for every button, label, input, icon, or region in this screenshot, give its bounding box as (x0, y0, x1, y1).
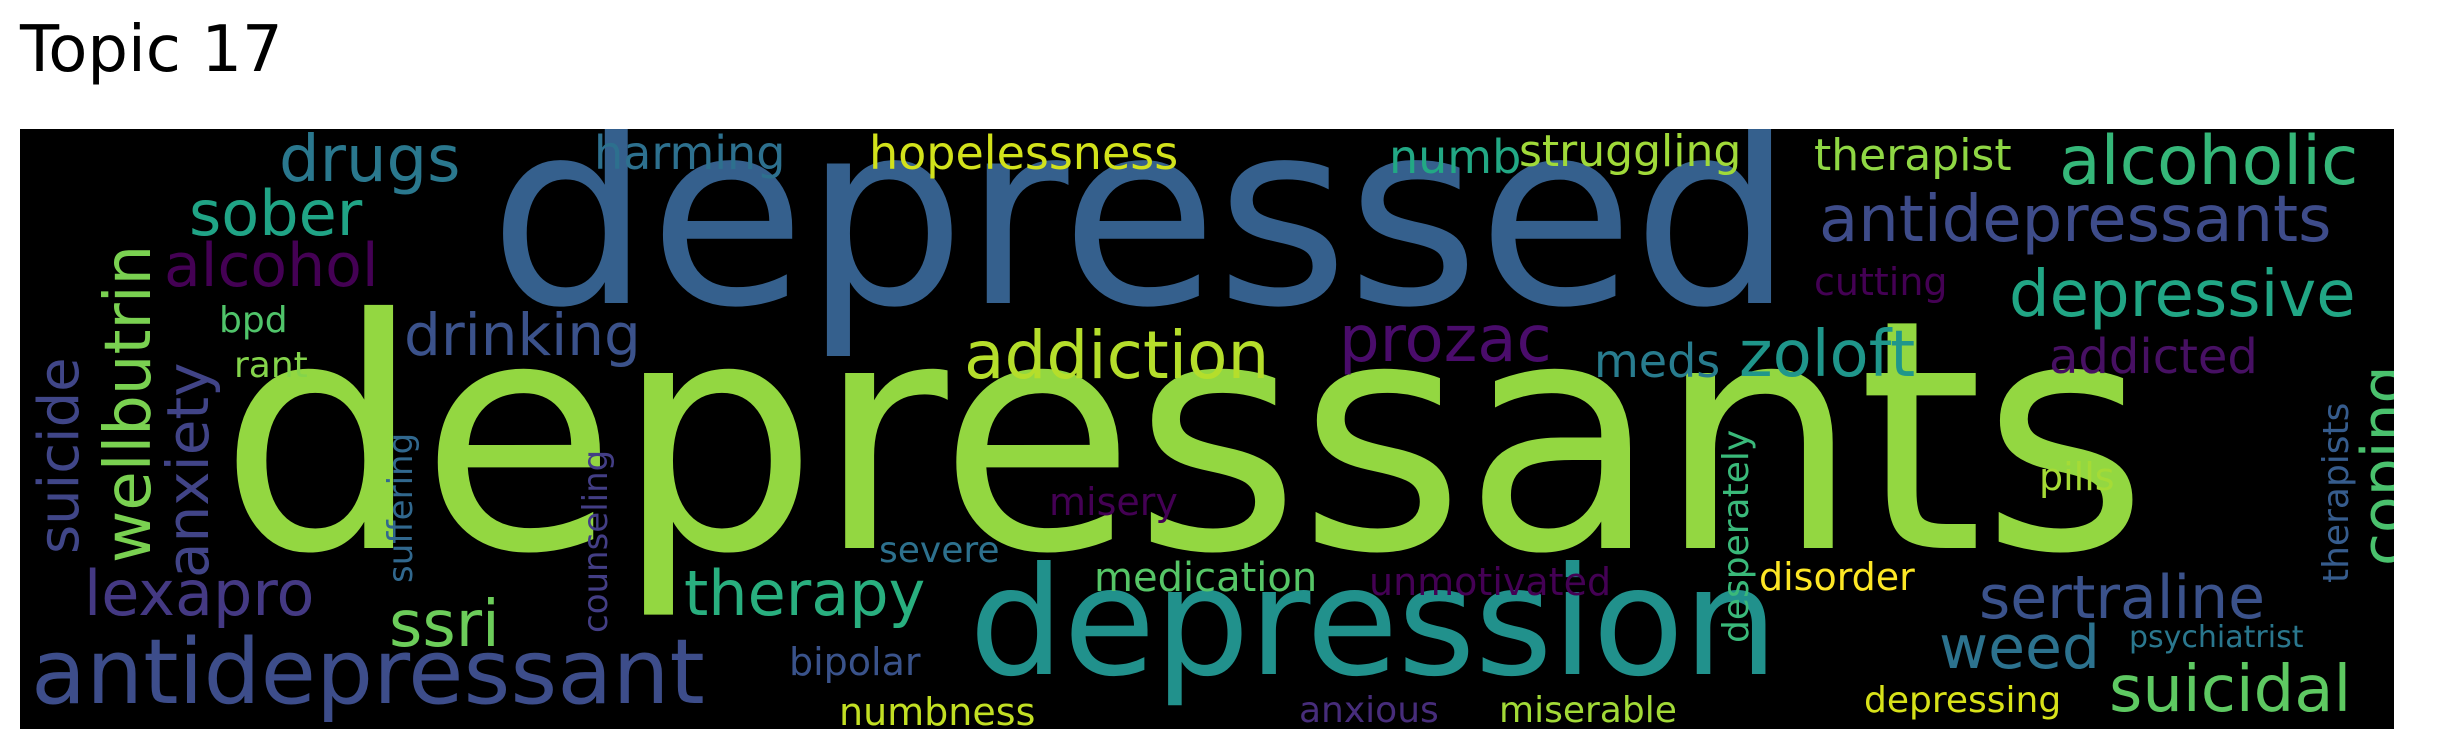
word-disorder: disorder (1759, 555, 1915, 599)
word-coping: coping (2349, 365, 2395, 566)
word-counseling: counseling (576, 449, 616, 633)
word-alcoholic: alcoholic (2059, 128, 2359, 201)
word-wellbutrin: wellbutrin (92, 244, 166, 563)
word-suffering: suffering (381, 432, 421, 583)
word-depression: depression (969, 536, 1778, 710)
word-pills: pills (2039, 455, 2115, 499)
word-weed: weed (1939, 613, 2100, 683)
word-addiction: addiction (964, 317, 1270, 394)
word-suicidal: suicidal (2109, 653, 2352, 727)
word-depressing: depressing (1864, 680, 2062, 721)
word-hopelessness: hopelessness (869, 128, 1179, 180)
word-cutting: cutting (1814, 260, 1948, 304)
word-therapist: therapist (1814, 130, 2012, 181)
word-ssri: ssri (389, 588, 500, 662)
word-sober: sober (189, 177, 363, 250)
word-therapists: therapists (2316, 402, 2357, 583)
word-drugs: drugs (279, 128, 461, 197)
word-miserable: miserable (1499, 690, 1677, 730)
word-prozac: prozac (1339, 303, 1552, 377)
word-addicted: addicted (2049, 329, 2258, 385)
word-severe: severe (879, 530, 1000, 571)
word-psychiatrist: psychiatrist (2129, 620, 2304, 655)
word-medication: medication (1094, 555, 1318, 601)
word-depressants: depressants (219, 252, 2148, 624)
word-alcohol: alcohol (164, 231, 379, 301)
word-suicide: suicide (27, 357, 92, 554)
word-numbness: numbness (839, 690, 1036, 730)
word-drinking: drinking (404, 301, 641, 369)
word-misery: misery (1049, 480, 1178, 524)
word-lexapro: lexapro (84, 557, 315, 630)
word-antidepressants: antidepressants (1819, 183, 2332, 257)
word-struggling: struggling (1519, 128, 1742, 177)
page-title: Topic 17 (20, 13, 283, 87)
word-anxious: anxious (1299, 690, 1439, 730)
word-meds: meds (1594, 334, 1721, 388)
word-desperately: desperately (1716, 429, 1757, 643)
word-bipolar: bipolar (789, 640, 921, 684)
word-zoloft: zoloft (1739, 318, 1916, 392)
word-bpd: bpd (219, 300, 288, 341)
word-anxiety: anxiety (154, 362, 222, 579)
word-cloud: depressants depressed depression antidep… (19, 128, 2395, 730)
word-unmotivated: unmotivated (1369, 560, 1612, 604)
word-antidepressant: antidepressant (31, 620, 705, 725)
word-therapy: therapy (684, 557, 926, 630)
word-numb: numb (1389, 130, 1522, 184)
word-rant: rant (234, 345, 308, 386)
word-harming: harming (594, 128, 786, 180)
word-depressive: depressive (2009, 258, 2356, 332)
word-depressed: depressed (489, 128, 1794, 364)
word-sertraline: sertraline (1979, 563, 2266, 633)
